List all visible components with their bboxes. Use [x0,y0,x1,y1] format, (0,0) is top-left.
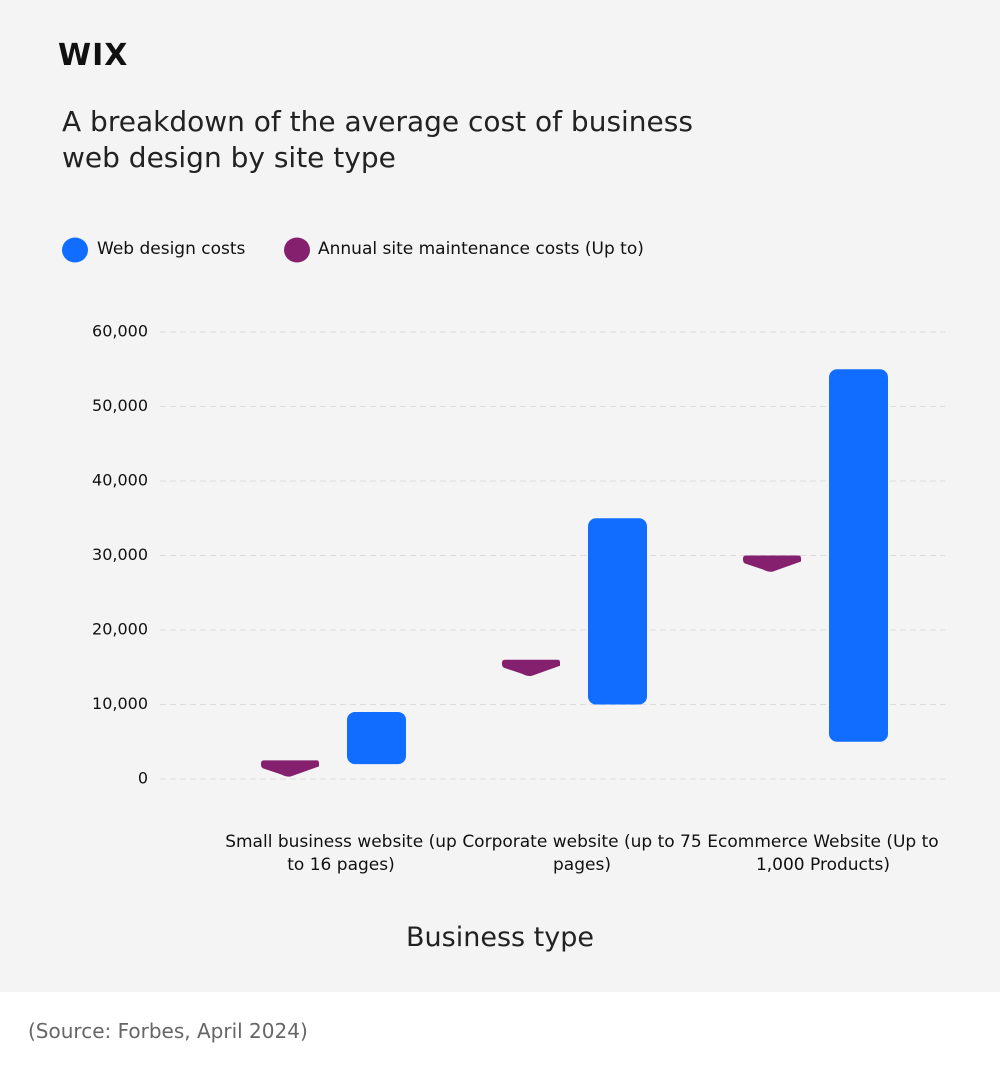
y-tick-label: 20,000 [92,620,148,639]
brand-logo: WIX [58,38,129,73]
y-tick-label: 60,000 [92,322,148,341]
y-tick-label: 10,000 [92,694,148,713]
chart-title: A breakdown of the average cost of busin… [62,105,693,174]
legend-marker [62,237,88,263]
legend-marker [284,237,310,263]
legend-label: Annual site maintenance costs (Up to) [318,239,644,259]
x-tick-label: Corporate website (up to 75 pages) [462,832,702,875]
x-tick-label: Small business website (up to 16 pages) [225,832,457,875]
range-bar [588,518,647,705]
x-tick-label: Ecommerce Website (Up to 1,000 Products) [707,832,939,875]
maintenance-marker [502,659,560,677]
range-bar [829,369,888,742]
x-axis-label: Business type [406,922,594,953]
maintenance-marker [743,555,801,572]
source-note: (Source: Forbes, April 2024) [28,1019,308,1043]
range-bar [347,711,406,765]
y-tick-label: 0 [138,769,148,788]
legend-label: Web design costs [97,239,246,259]
y-tick-label: 30,000 [92,545,148,564]
chart: 0 10,000 20,000 30,000 40,000 50,000 60,000 Web… [62,237,945,788]
y-tick-label: 50,000 [92,396,148,415]
y-tick-label: 40,000 [92,471,148,490]
maintenance-marker [261,760,319,777]
